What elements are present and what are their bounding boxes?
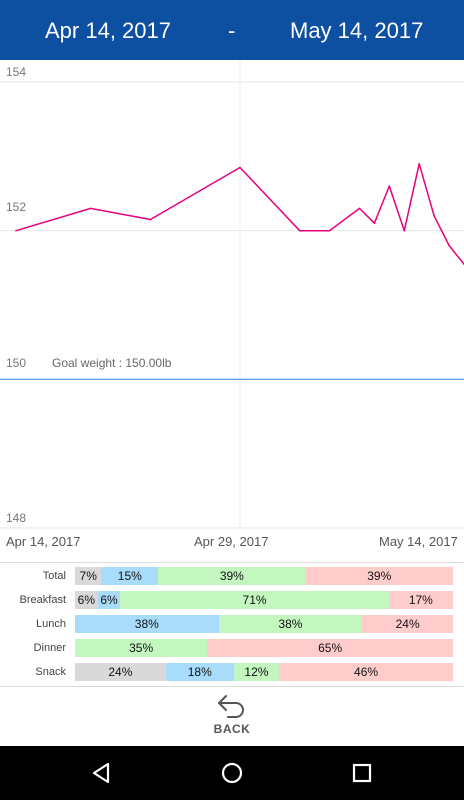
weight-data-point bbox=[298, 229, 301, 232]
macro-bar: 38% 38% 24% bbox=[75, 615, 453, 633]
weight-data-point bbox=[403, 229, 406, 232]
date-range-header: Apr 14, 2017 - May 14, 2017 bbox=[0, 0, 464, 60]
footer-divider bbox=[0, 686, 464, 687]
weight-data-point bbox=[89, 207, 92, 210]
macro-segment-gray: 6% bbox=[75, 591, 98, 609]
macro-row-total: Total 7% 15% 39% 39% bbox=[0, 567, 464, 585]
weight-data-point bbox=[149, 218, 152, 221]
macro-breakdown: Total 7% 15% 39% 39% Breakfast 6% 6% 71% 17% L… bbox=[0, 562, 464, 687]
macro-segment-blue: 15% bbox=[101, 567, 159, 585]
macro-segment-pink: 65% bbox=[207, 639, 453, 657]
macro-segment-green: 35% bbox=[75, 639, 208, 657]
macro-bar: 6% 6% 71% 17% bbox=[75, 591, 453, 609]
weight-data-point bbox=[15, 229, 17, 232]
x-tick-label: Apr 14, 2017 bbox=[6, 534, 81, 549]
macro-row-label: Snack bbox=[35, 666, 66, 678]
date-separator: - bbox=[228, 18, 236, 43]
back-triangle-icon[interactable] bbox=[88, 760, 114, 786]
macro-segment-gray: 7% bbox=[75, 567, 102, 585]
macro-row-dinner: Dinner 35% 65% bbox=[0, 639, 464, 657]
macro-segment-pink: 17% bbox=[388, 591, 453, 609]
weight-data-point bbox=[388, 185, 391, 187]
weight-data-point bbox=[448, 244, 450, 247]
weight-chart-svg bbox=[0, 60, 464, 529]
macro-row-label: Lunch bbox=[36, 618, 66, 630]
undo-arrow-icon bbox=[218, 695, 244, 718]
goal-weight-label: Goal weight : 150.00lb bbox=[52, 356, 172, 370]
macro-row-breakfast: Breakfast 6% 6% 71% 17% bbox=[0, 591, 464, 609]
macro-segment-pink: 24% bbox=[362, 615, 453, 633]
macro-segment-blue: 38% bbox=[75, 615, 219, 633]
macro-row-label: Total bbox=[42, 570, 66, 582]
y-tick-label: 150 bbox=[6, 356, 27, 370]
macro-bar: 24% 18% 12% 46% bbox=[75, 663, 453, 681]
macro-bar: 35% 65% bbox=[75, 639, 453, 657]
weight-data-point bbox=[433, 215, 435, 217]
macro-segment-green: 71% bbox=[120, 591, 389, 609]
macro-row-lunch: Lunch 38% 38% 24% bbox=[0, 615, 464, 633]
y-tick-label: 152 bbox=[6, 200, 27, 214]
macro-row-snack: Snack 24% 18% 12% 46% bbox=[0, 663, 464, 681]
y-tick-label: 154 bbox=[6, 65, 27, 79]
macro-segment-green: 12% bbox=[233, 663, 280, 681]
weight-data-point bbox=[328, 229, 331, 232]
macro-segment-green: 39% bbox=[158, 567, 306, 585]
home-circle-icon[interactable] bbox=[219, 760, 245, 786]
weight-data-point bbox=[373, 222, 376, 225]
macro-segment-pink: 39% bbox=[305, 567, 453, 585]
macro-segment-gray: 24% bbox=[75, 663, 166, 681]
weight-chart: 154 152 150 148 Goal weight : 150.00lb A… bbox=[0, 60, 464, 560]
macro-segment-blue: 6% bbox=[97, 591, 121, 609]
x-tick-label: Apr 29, 2017 bbox=[194, 534, 269, 549]
weight-data-point bbox=[418, 162, 421, 165]
x-tick-label: May 14, 2017 bbox=[379, 534, 458, 549]
macro-bar: 7% 15% 39% 39% bbox=[75, 567, 453, 585]
back-button[interactable]: BACK bbox=[196, 692, 268, 744]
macro-segment-blue: 18% bbox=[165, 663, 234, 681]
start-date[interactable]: Apr 14, 2017 bbox=[45, 18, 171, 43]
macro-segment-pink: 46% bbox=[279, 663, 453, 681]
macro-row-label: Breakfast bbox=[19, 594, 66, 606]
weight-series-line bbox=[15, 163, 464, 265]
recents-square-icon[interactable] bbox=[349, 760, 375, 786]
end-date[interactable]: May 14, 2017 bbox=[290, 18, 424, 43]
macro-row-label: Dinner bbox=[33, 642, 66, 654]
macro-segment-green: 38% bbox=[218, 615, 363, 633]
y-tick-label: 148 bbox=[6, 511, 27, 525]
back-label: BACK bbox=[213, 722, 251, 736]
weight-data-point bbox=[239, 166, 241, 169]
android-nav-bar bbox=[0, 746, 464, 800]
weight-data-point bbox=[358, 207, 361, 210]
